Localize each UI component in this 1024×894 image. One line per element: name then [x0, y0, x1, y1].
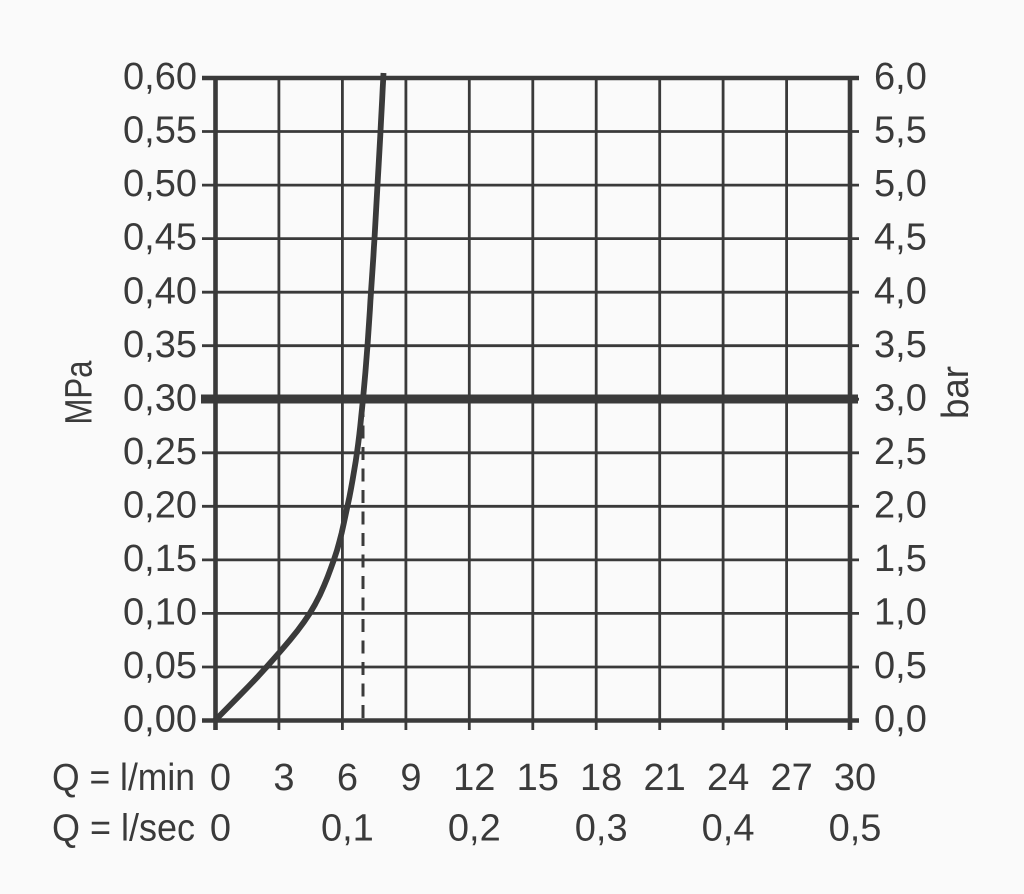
svg-text:12: 12	[453, 757, 495, 799]
svg-text:0,00: 0,00	[123, 699, 197, 741]
svg-text:0,10: 0,10	[123, 592, 197, 634]
svg-text:0,5: 0,5	[829, 808, 882, 850]
svg-text:0,60: 0,60	[123, 56, 197, 98]
svg-text:0,5: 0,5	[874, 645, 927, 687]
svg-text:6,0: 6,0	[874, 56, 927, 98]
svg-text:Q = l/sec: Q = l/sec	[52, 808, 195, 850]
svg-text:0,4: 0,4	[702, 808, 755, 850]
svg-text:0,1: 0,1	[321, 808, 374, 850]
svg-text:24: 24	[707, 757, 749, 799]
svg-text:0,15: 0,15	[123, 538, 197, 580]
svg-text:0,45: 0,45	[123, 217, 197, 259]
svg-text:15: 15	[517, 757, 559, 799]
svg-text:3,0: 3,0	[874, 377, 927, 419]
svg-text:18: 18	[580, 757, 622, 799]
svg-text:1,5: 1,5	[874, 538, 927, 580]
svg-text:0,20: 0,20	[123, 484, 197, 526]
svg-text:4,0: 4,0	[874, 270, 927, 312]
svg-text:0,40: 0,40	[123, 270, 197, 312]
svg-text:4,5: 4,5	[874, 217, 927, 259]
svg-text:0,05: 0,05	[123, 645, 197, 687]
svg-text:5,0: 5,0	[874, 163, 927, 205]
svg-text:0,3: 0,3	[575, 808, 628, 850]
svg-text:27: 27	[770, 757, 812, 799]
svg-text:Q = l/min: Q = l/min	[52, 757, 195, 799]
svg-text:5,5: 5,5	[874, 110, 927, 152]
svg-text:2,0: 2,0	[874, 484, 927, 526]
svg-text:0,0: 0,0	[874, 699, 927, 741]
svg-text:0,35: 0,35	[123, 324, 197, 366]
svg-text:21: 21	[644, 757, 686, 799]
svg-text:6: 6	[337, 757, 358, 799]
svg-text:3: 3	[273, 757, 294, 799]
svg-text:MPa: MPa	[59, 360, 101, 425]
svg-text:bar: bar	[935, 366, 977, 419]
svg-text:0: 0	[210, 757, 231, 799]
svg-text:0,30: 0,30	[123, 377, 197, 419]
svg-text:1,0: 1,0	[874, 592, 927, 634]
svg-text:0,25: 0,25	[123, 431, 197, 473]
svg-text:0,50: 0,50	[123, 163, 197, 205]
svg-text:30: 30	[834, 757, 876, 799]
svg-text:0: 0	[210, 808, 231, 850]
svg-text:2,5: 2,5	[874, 431, 927, 473]
svg-text:0,2: 0,2	[448, 808, 501, 850]
svg-text:0,55: 0,55	[123, 110, 197, 152]
svg-text:9: 9	[400, 757, 421, 799]
svg-text:3,5: 3,5	[874, 324, 927, 366]
